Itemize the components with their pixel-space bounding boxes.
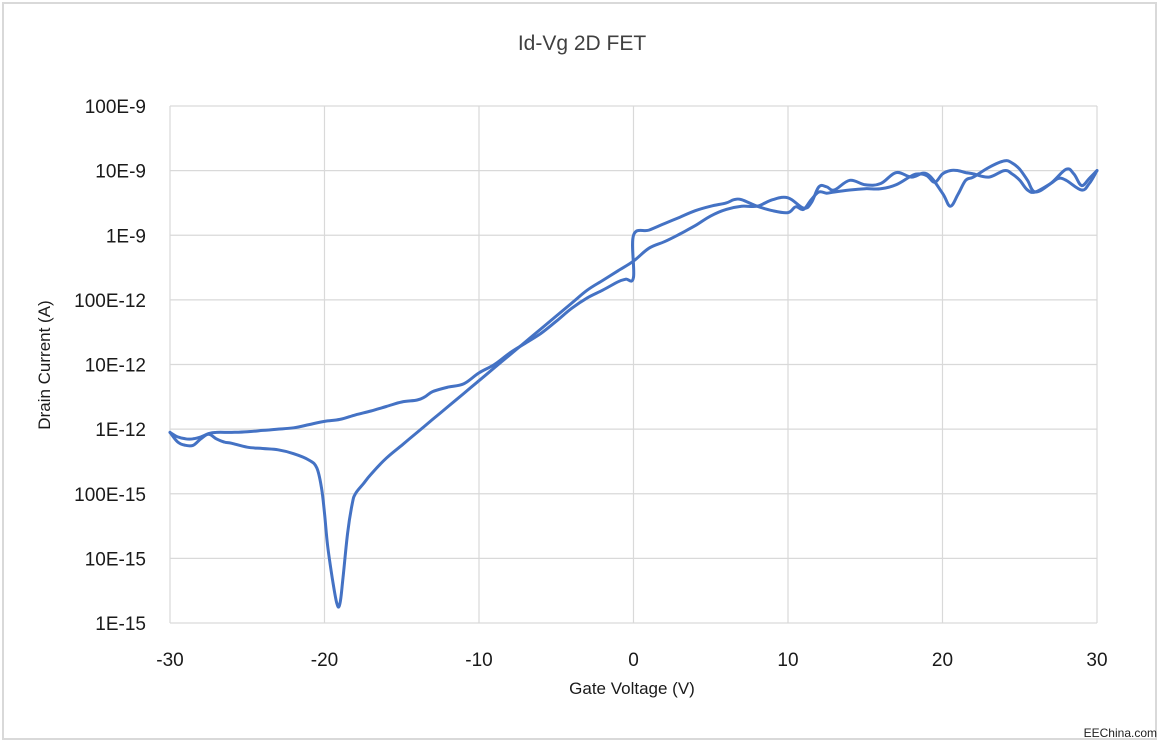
y-axis-ticks: 100E-9 10E-9 1E-9 100E-12 10E-12 1E-12 100E-15… [74, 97, 146, 635]
chart-frame [2, 2, 1157, 740]
x-tick-label: -20 [311, 650, 338, 671]
y-tick-label: 1E-9 [106, 226, 146, 247]
x-tick-label: 20 [932, 650, 953, 671]
series-line-1 [168, 159, 1099, 609]
series-line-2 [168, 168, 1099, 441]
watermark: EEChina.com [1084, 726, 1157, 740]
x-tick-label: -30 [156, 650, 183, 671]
y-tick-label: 10E-12 [85, 356, 146, 377]
x-tick-label: 30 [1086, 650, 1107, 671]
y-tick-label: 100E-15 [74, 485, 146, 506]
x-tick-label: 10 [777, 650, 798, 671]
y-tick-label: 1E-12 [95, 420, 146, 441]
x-axis-ticks: -30 -20 -10 0 10 20 30 [156, 650, 1107, 671]
chart-title: Id-Vg 2D FET [518, 32, 647, 55]
y-tick-label: 1E-15 [95, 614, 146, 635]
gridlines [169, 105, 1098, 624]
series-lines [168, 159, 1099, 609]
x-axis-label: Gate Voltage (V) [569, 679, 695, 698]
y-tick-label: 10E-15 [85, 549, 146, 570]
y-axis-label: Drain Current (A) [35, 300, 54, 429]
y-tick-label: 100E-9 [85, 97, 146, 118]
y-tick-label: 10E-9 [95, 162, 146, 183]
y-tick-label: 100E-12 [74, 291, 146, 312]
x-tick-label: 0 [628, 650, 639, 671]
x-tick-label: -10 [465, 650, 492, 671]
